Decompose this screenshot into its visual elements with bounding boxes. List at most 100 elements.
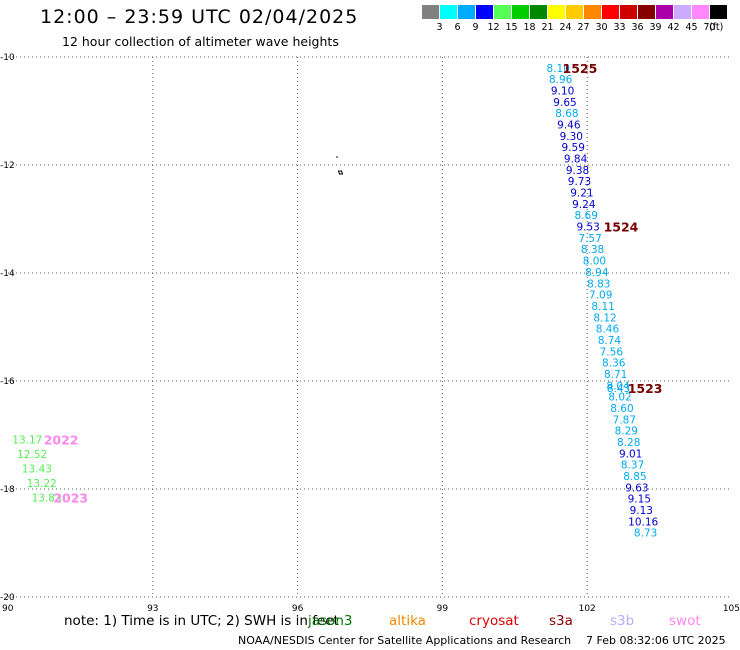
legend-label: 33: [613, 22, 626, 33]
data-point: 8.29: [615, 426, 638, 438]
data-point: 8.85: [623, 471, 646, 483]
legend-label: 12: [487, 22, 500, 33]
mission-cryosat: cryosat: [469, 613, 519, 629]
y-tick-label: -14: [0, 269, 15, 279]
data-point: 9.46: [557, 120, 581, 132]
data-point: 9.24: [572, 199, 596, 211]
x-tick-label: 99: [437, 604, 449, 614]
legend-label: 36: [631, 22, 644, 33]
data-point: 8.83: [587, 278, 610, 290]
data-point: 8.12: [593, 312, 616, 324]
data-point: 9.30: [560, 131, 583, 143]
chart-title: 12:00 – 23:59 UTC 02/04/2025: [40, 6, 359, 28]
data-point: 8.28: [617, 437, 640, 449]
data-point: 8.04: [606, 380, 630, 392]
data-point: 9.10: [551, 85, 574, 97]
pass-label: 1523: [628, 381, 663, 396]
legend-swatch: [512, 5, 529, 19]
x-tick-label: 96: [292, 604, 304, 614]
x-tick-label: 93: [147, 604, 158, 614]
pass-label: 2022: [44, 432, 79, 447]
data-point: 10.16: [628, 516, 658, 528]
x-tick-label: 105: [723, 604, 740, 614]
data-point: 8.36: [602, 358, 626, 370]
data-point: 8.37: [621, 460, 644, 472]
data-point: 8.74: [598, 335, 622, 347]
legend-label: 30: [595, 22, 608, 33]
mission-altika: altika: [389, 613, 426, 629]
legend-label: 9: [472, 22, 479, 33]
data-point: 13.17: [12, 434, 42, 446]
legend-label: 15: [505, 22, 518, 33]
x-tick-label: 102: [579, 604, 596, 614]
data-point: 9.38: [566, 165, 589, 177]
data-point: 8.46: [596, 324, 620, 336]
data-point: 8.71: [604, 369, 627, 381]
y-tick-label: -12: [0, 161, 15, 171]
chart-subtitle: 12 hour collection of altimeter wave hei…: [62, 34, 339, 49]
data-point: 9.15: [628, 494, 651, 506]
legend-label: 39: [649, 22, 662, 33]
y-tick-label: -18: [0, 485, 15, 495]
data-point: 8.68: [555, 108, 578, 120]
data-point: 13.22: [27, 478, 57, 490]
data-point: 7.87: [613, 414, 636, 426]
legend-swatch: [674, 5, 691, 19]
data-point: 8.02: [608, 392, 631, 404]
mission-s3b: s3b: [610, 613, 635, 629]
legend-swatch: [656, 5, 673, 19]
legend-swatch: [422, 5, 439, 19]
legend-label: 45: [685, 22, 698, 33]
y-tick-label: -10: [0, 53, 15, 63]
data-point: 9.59: [562, 142, 585, 154]
data-point: 9.53: [576, 222, 599, 234]
island-marker: [336, 156, 338, 158]
legend-label: 24: [559, 22, 572, 33]
generated-timestamp: 7 Feb 08:32:06 UTC 2025: [586, 634, 726, 647]
legend-swatch: [602, 5, 619, 19]
data-point: 9.21: [570, 188, 593, 200]
data-point: 7.09: [589, 290, 612, 302]
legend-swatch: [638, 5, 655, 19]
legend-swatch: [494, 5, 511, 19]
legend-swatch: [566, 5, 583, 19]
pass-label: 1525: [563, 61, 598, 76]
data-point: 13.83: [32, 493, 62, 505]
data-point: 8.11: [591, 301, 614, 313]
data-point: 8.73: [634, 528, 657, 540]
legend-swatch: [710, 5, 727, 19]
mission-jason3: jason3: [308, 613, 353, 629]
data-point: 8.38: [581, 244, 604, 256]
legend-label: 70: [703, 22, 716, 33]
legend-unit: (ft): [709, 22, 724, 33]
y-tick-label: -16: [0, 377, 15, 387]
legend-label: 21: [541, 22, 554, 33]
legend-label: 42: [667, 22, 680, 33]
data-point: 12.52: [17, 449, 47, 461]
mission-swot: swot: [669, 613, 701, 629]
data-point: 8.69: [575, 210, 598, 222]
data-point: 9.84: [564, 154, 588, 166]
legend-label: 18: [523, 22, 536, 33]
data-point: 7.57: [578, 233, 601, 245]
data-point: 9.13: [630, 505, 653, 517]
data-point: 8.96: [549, 74, 573, 86]
data-point: 9.63: [625, 482, 648, 494]
credit-line: NOAA/NESDIS Center for Satellite Applica…: [238, 634, 572, 647]
data-point: 9.65: [553, 97, 576, 109]
data-point: 8.43: [607, 383, 630, 395]
legend-label: 6: [454, 22, 461, 33]
data-point: 8.60: [610, 403, 633, 415]
legend-swatch: [584, 5, 601, 19]
legend-swatch: [620, 5, 637, 19]
legend-swatch: [530, 5, 547, 19]
mission-s3a: s3a: [549, 613, 573, 629]
data-point: 9.73: [568, 176, 591, 188]
island-outline: [337, 170, 344, 175]
x-tick-label: 90: [2, 604, 14, 614]
legend-swatch: [458, 5, 475, 19]
legend-swatch: [476, 5, 493, 19]
pass-label: 2023: [53, 491, 88, 506]
legend-label: 3: [436, 22, 443, 33]
